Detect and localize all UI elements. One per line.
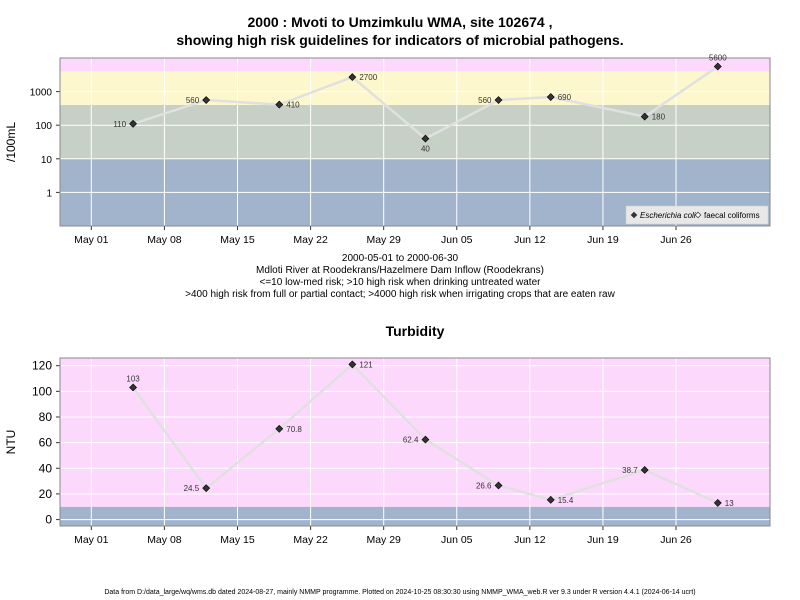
data-point xyxy=(421,134,430,143)
x-tick-label: Jun 26 xyxy=(660,534,692,546)
data-label: 560 xyxy=(186,96,200,105)
data-label: 560 xyxy=(478,96,492,105)
data-point xyxy=(494,96,503,104)
data-point xyxy=(202,484,211,493)
data-point xyxy=(546,495,555,504)
risk-note-1: <=10 low-med risk; >10 high risk when dr… xyxy=(259,277,541,288)
data-point xyxy=(275,424,284,433)
legend-label: faecal coliforms xyxy=(704,211,760,220)
y-tick-label: 100 xyxy=(35,121,52,132)
y-tick-label: 120 xyxy=(32,359,52,373)
data-label: 70.8 xyxy=(286,425,302,434)
x-tick-label: Jun 19 xyxy=(587,234,619,246)
risk-band-3 xyxy=(60,71,770,105)
x-tick-label: May 15 xyxy=(220,234,255,246)
y-tick-label: 10 xyxy=(41,155,53,166)
data-point xyxy=(421,435,430,444)
data-point xyxy=(494,481,503,490)
data-label: 410 xyxy=(286,101,300,110)
site-name-caption: Mdloti River at Roodekrans/Hazelmere Dam… xyxy=(256,265,544,276)
plot-frame xyxy=(59,57,771,227)
x-tick-label: May 29 xyxy=(366,234,401,246)
legend-marker xyxy=(694,211,702,219)
data-label: 15.4 xyxy=(558,496,574,505)
data-label: 38.7 xyxy=(622,466,638,475)
y-axis-label: NTU xyxy=(4,430,18,455)
data-label: 2700 xyxy=(359,73,377,82)
data-point xyxy=(713,498,722,507)
data-point xyxy=(640,466,649,474)
data-label: 121 xyxy=(359,360,373,369)
data-point xyxy=(713,62,722,71)
data-label: 24.5 xyxy=(184,484,200,493)
chart-title-line2: showing high risk guidelines for indicat… xyxy=(176,32,624,48)
y-tick-label: 20 xyxy=(39,487,53,501)
x-tick-label: May 01 xyxy=(74,234,109,246)
legend: Escherichia coli faecal coliforms xyxy=(625,205,769,225)
data-label: 26.6 xyxy=(476,481,492,490)
data-point xyxy=(129,383,138,392)
x-tick-label: Jun 05 xyxy=(441,234,473,246)
data-point xyxy=(640,112,649,121)
y-tick-label: 80 xyxy=(39,410,53,424)
x-tick-label: May 29 xyxy=(366,534,401,546)
data-point xyxy=(546,93,555,101)
y-tick-label: 100 xyxy=(32,384,52,398)
x-tick-label: Jun 05 xyxy=(441,534,473,546)
x-tick-label: Jun 19 xyxy=(587,534,619,546)
data-label: 5600 xyxy=(709,53,727,62)
risk-band-2 xyxy=(60,358,770,507)
y-tick-label: 60 xyxy=(39,436,53,450)
x-tick-label: Jun 26 xyxy=(660,234,692,246)
y-tick-label: 1 xyxy=(46,188,52,199)
y-tick-label: 40 xyxy=(39,461,53,475)
y-tick-label: 0 xyxy=(45,513,52,527)
x-tick-label: May 08 xyxy=(147,534,182,546)
data-point xyxy=(129,119,138,128)
y-axis-label: /100mL xyxy=(4,122,18,162)
data-label: 690 xyxy=(558,93,572,102)
x-tick-label: Jun 12 xyxy=(514,534,546,546)
data-point xyxy=(348,73,357,82)
legend-marker xyxy=(630,211,638,219)
legend-label: Escherichia coli xyxy=(640,211,696,220)
y-tick-label: 1000 xyxy=(30,88,53,99)
chart-2: May 01 May 08 May 15 May 22 May 29 Jun 05 Jun … xyxy=(4,323,771,546)
x-tick-label: May 22 xyxy=(293,534,328,546)
chart-1: May 01 May 08 May 15 May 22 May 29 Jun 05 Jun … xyxy=(4,53,771,246)
panel-title: Turbidity xyxy=(386,323,445,339)
x-tick-label: May 08 xyxy=(147,234,182,246)
x-tick-label: May 15 xyxy=(220,534,255,546)
data-label: 62.4 xyxy=(403,436,419,445)
chart-title-line1: 2000 : Mvoti to Umzimkulu WMA, site 1026… xyxy=(247,14,553,30)
data-point xyxy=(275,100,284,109)
risk-band-2 xyxy=(60,104,770,159)
x-tick-label: May 22 xyxy=(293,234,328,246)
x-tick-label: May 01 xyxy=(74,534,109,546)
data-label: 103 xyxy=(126,374,140,383)
data-label: 40 xyxy=(421,145,430,154)
data-point xyxy=(202,96,211,104)
data-label: 180 xyxy=(652,113,666,122)
data-point xyxy=(348,360,357,369)
footer-note: Data from D:/data_large/wq/wms.db dated … xyxy=(104,589,696,596)
data-label: 13 xyxy=(725,499,734,508)
risk-note-2: >400 high risk from full or partial cont… xyxy=(185,289,615,300)
risk-band-4 xyxy=(60,58,770,72)
plot-frame xyxy=(59,357,771,527)
data-label: 110 xyxy=(113,120,126,129)
date-range-caption: 2000-05-01 to 2000-06-30 xyxy=(341,253,459,264)
x-tick-label: Jun 12 xyxy=(514,234,546,246)
risk-band-1 xyxy=(60,506,770,526)
